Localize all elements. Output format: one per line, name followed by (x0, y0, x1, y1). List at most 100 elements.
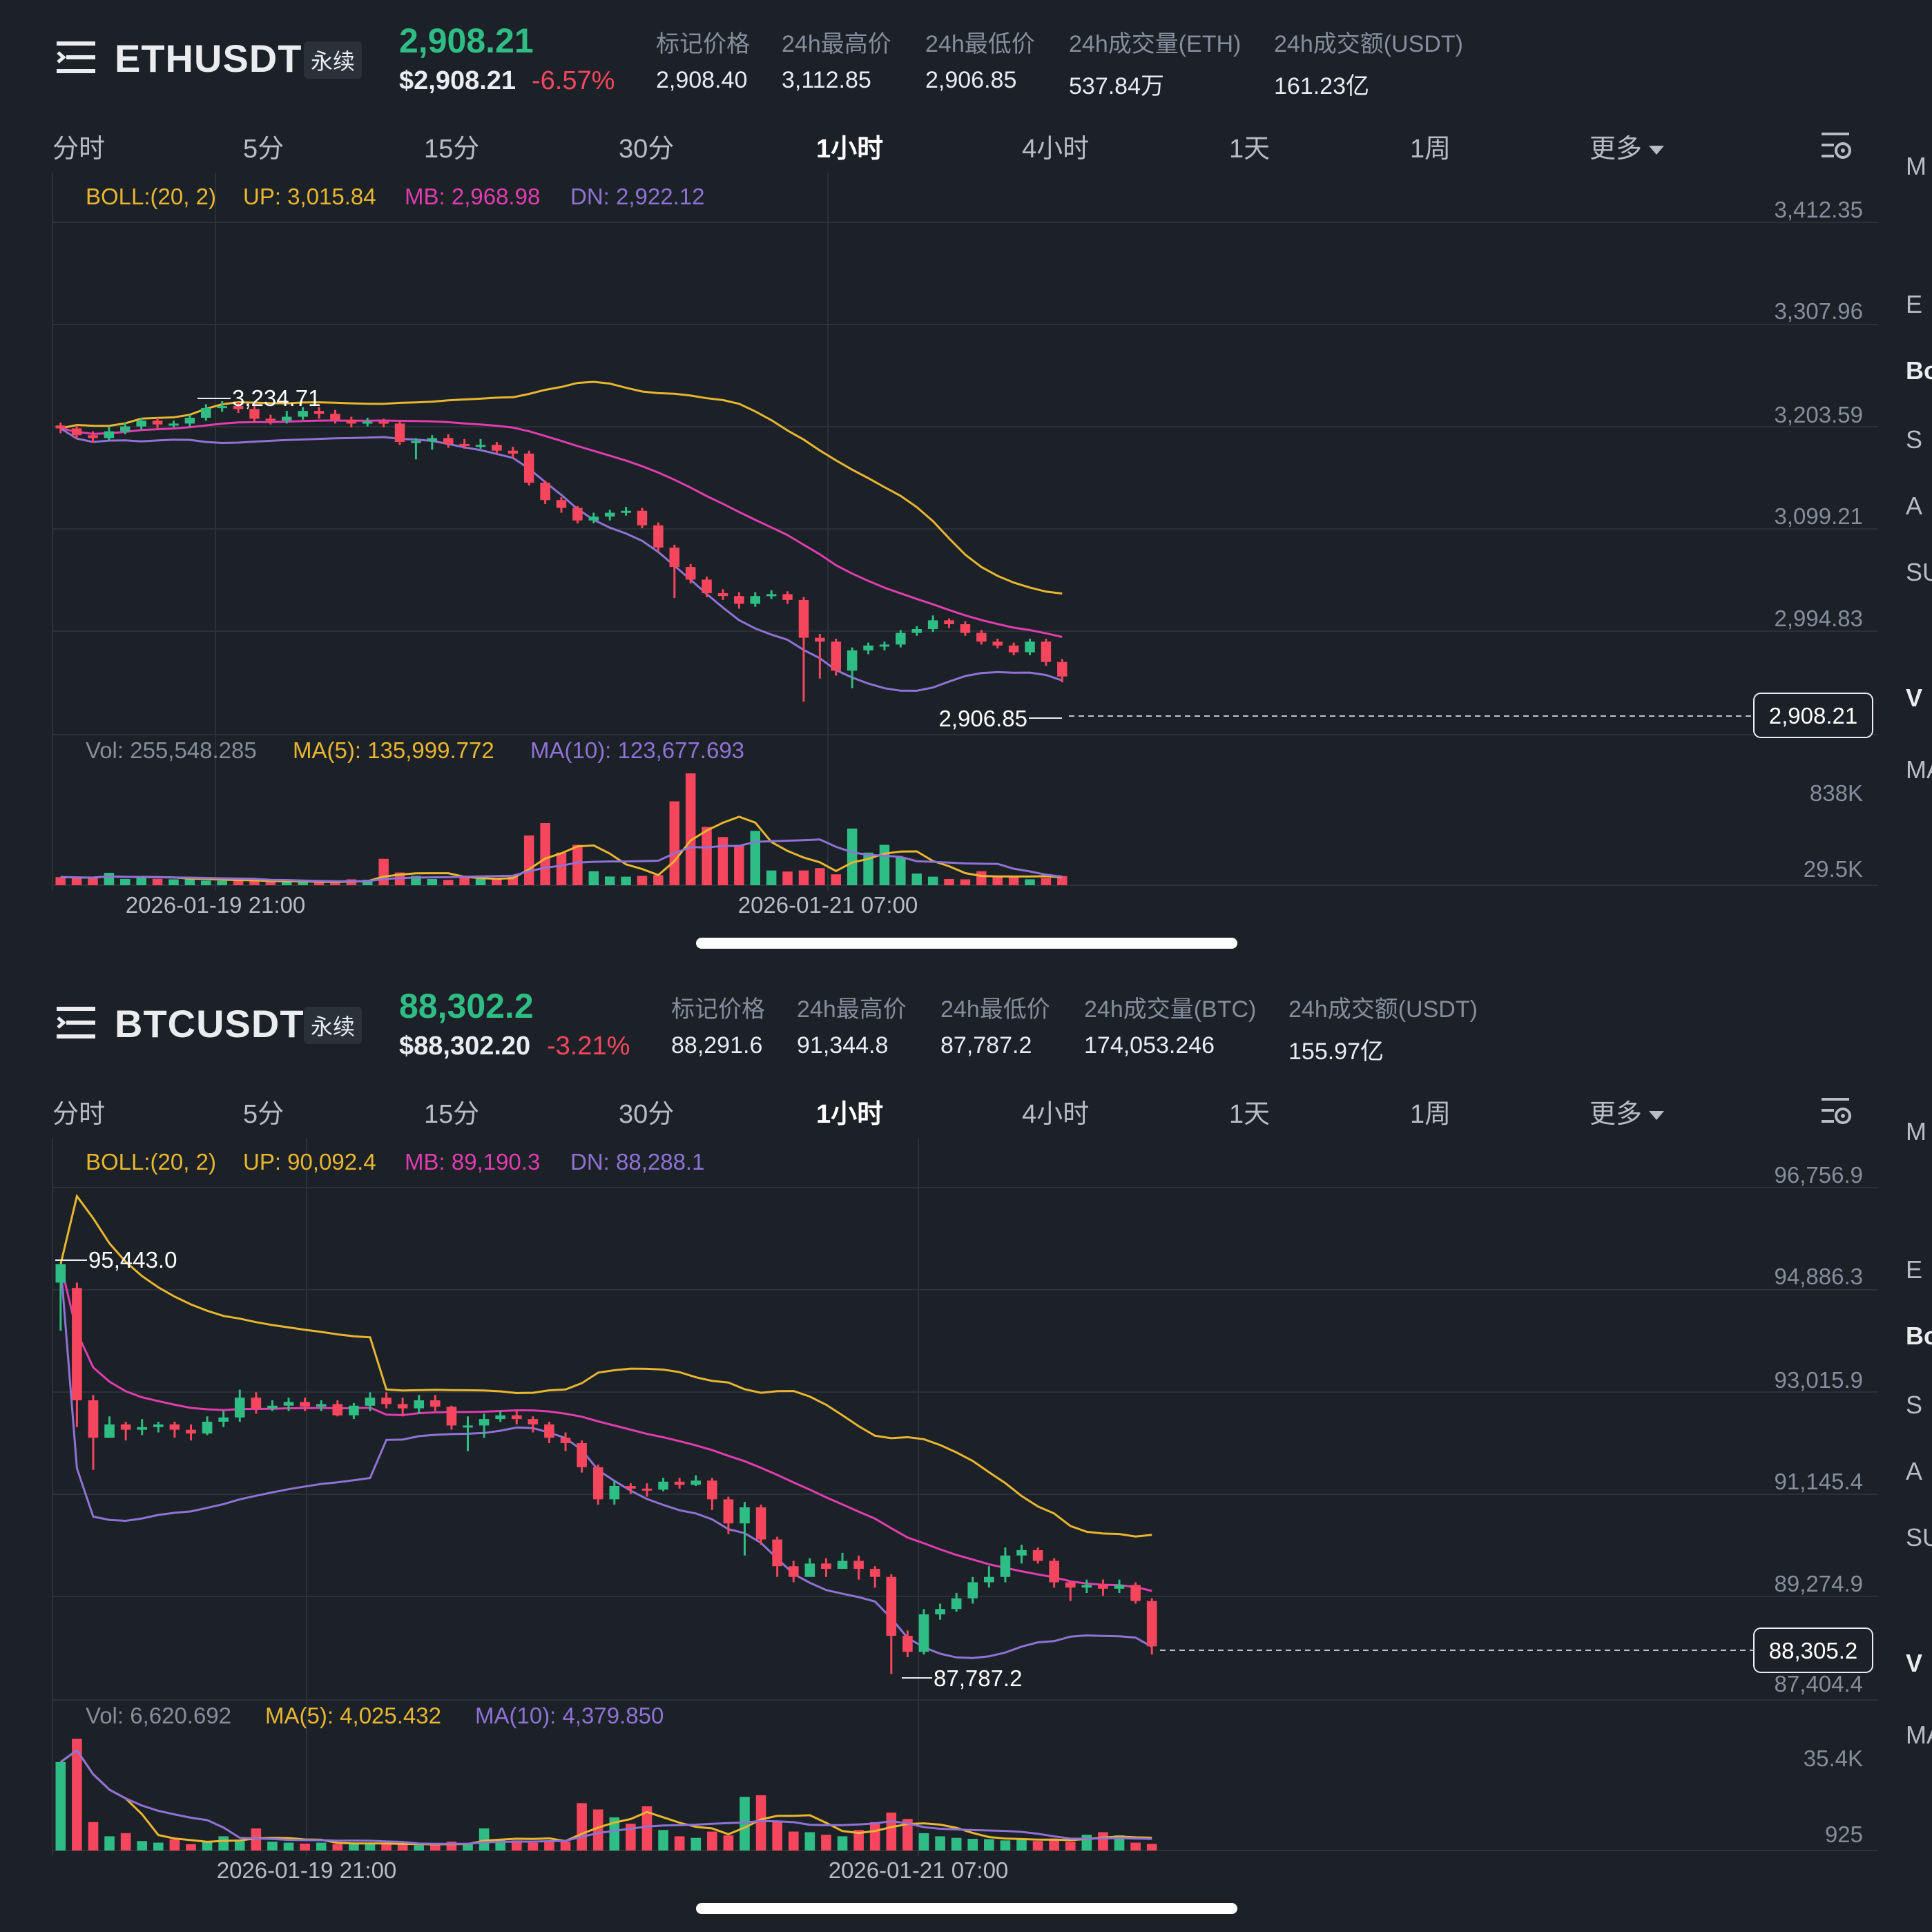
boll-lower-line (59, 1264, 1152, 1659)
volume-ma5-line (60, 815, 1063, 883)
volume-bar (55, 1761, 66, 1851)
candle-body (508, 450, 519, 454)
tab-more[interactable]: 更多 (1590, 1092, 1665, 1130)
tab-timeline[interactable]: 分时 (52, 1100, 106, 1129)
volume-bar (896, 857, 906, 885)
y-axis-label: 3,203.59 (1775, 402, 1863, 427)
side-panel-letter: MA (1906, 1721, 1932, 1749)
volume-bar (740, 1797, 750, 1851)
volume-bar (960, 879, 971, 885)
candle-body (298, 411, 308, 417)
volume-bar (427, 879, 438, 885)
tab-1d[interactable]: 1天 (1229, 135, 1271, 164)
candle-body (55, 1264, 66, 1283)
boll-middle-line (59, 1264, 1152, 1592)
interval-tabs: 分时 5分 15分 30分 1小时 4小时 1天 1周 更多 (0, 117, 1932, 173)
volume-label: Vol: 6,620.692 (86, 1703, 231, 1728)
candle-body (626, 1486, 636, 1489)
stat-label: 标记价格 (656, 31, 750, 57)
volume-ma10: MA(10): 123,677.693 (530, 737, 744, 763)
candle-body (1081, 1585, 1092, 1588)
x-axis-label: 2026-01-19 21:00 (217, 1857, 397, 1883)
tab-1d[interactable]: 1天 (1229, 1100, 1271, 1129)
change-percent: -3.21% (547, 1032, 630, 1061)
tab-5m[interactable]: 5分 (243, 135, 284, 164)
volume-bar (967, 1839, 978, 1851)
tab-4h[interactable]: 4小时 (1022, 1100, 1090, 1129)
candlestick-chart[interactable]: BOLL:(20, 2) UP: 90,092.4 MB: 89,190.3 D… (0, 965, 1932, 1931)
tab-30m[interactable]: 30分 (619, 135, 675, 164)
candle-body (267, 1405, 278, 1409)
candle-body (896, 632, 906, 645)
volume-bar (992, 876, 1003, 885)
candle-body (394, 423, 405, 443)
chart-settings-icon[interactable] (1819, 128, 1853, 163)
volume-axis-label: 35.4K (1804, 1746, 1863, 1771)
candle-body (479, 1419, 490, 1426)
candle-body (153, 1424, 164, 1427)
change-percent: -6.57% (532, 66, 615, 95)
tab-5m[interactable]: 5分 (243, 1100, 284, 1129)
volume-bar (626, 1824, 636, 1851)
side-panel-letter: V (1906, 684, 1923, 712)
tab-1h[interactable]: 1小时 (816, 135, 884, 164)
tab-30m[interactable]: 30分 (619, 1100, 675, 1129)
menu-icon[interactable] (57, 40, 99, 76)
candle-body (772, 1539, 782, 1567)
candle-body (427, 438, 438, 441)
candles (55, 1264, 1157, 1674)
volume-bar (918, 1833, 929, 1851)
candlestick-chart[interactable]: BOLL:(20, 2) UP: 3,015.84 MB: 2,968.98 D… (0, 0, 1932, 965)
side-panel-letter: E (1906, 290, 1923, 318)
menu-icon[interactable] (57, 1005, 99, 1041)
candle-body (365, 1398, 376, 1406)
side-panel-letter: A (1906, 1457, 1923, 1485)
tab-1w[interactable]: 1周 (1410, 135, 1451, 164)
candle-body (674, 1481, 685, 1485)
tab-more[interactable]: 更多 (1590, 127, 1665, 165)
candle-body (492, 445, 502, 451)
candle-body (55, 425, 66, 429)
volume-bar (137, 1841, 148, 1851)
current-price-tag-box (1753, 693, 1873, 738)
tab-4h[interactable]: 4小时 (1022, 135, 1090, 164)
tab-timeline[interactable]: 分时 (52, 135, 106, 164)
boll-up-value: UP: 3,015.84 (243, 184, 376, 209)
candle-body (378, 421, 389, 424)
tab-more-label: 更多 (1590, 1100, 1643, 1129)
candle-body (572, 508, 583, 521)
volume-bar (1032, 1841, 1043, 1851)
usd-price: $88,302.20 (399, 1032, 531, 1061)
candle-body (798, 599, 809, 638)
volume-bar (869, 1822, 880, 1851)
scroll-indicator (696, 938, 1237, 949)
candle-body (869, 1569, 880, 1577)
stat-value: 537.84万 (1069, 73, 1164, 99)
volume-bar (443, 880, 454, 885)
candle-body (556, 500, 567, 508)
last-price: 88,302.2 (399, 987, 534, 1025)
volume-bar (540, 823, 550, 885)
stat-label: 24h成交额(USDT) (1274, 31, 1463, 57)
tab-1h[interactable]: 1小时 (816, 1100, 884, 1129)
symbol-name[interactable]: BTCUSDT (115, 1002, 305, 1045)
volume-bar (560, 1842, 571, 1851)
tab-15m[interactable]: 15分 (424, 1100, 480, 1129)
candle-body (782, 594, 793, 600)
tab-1w[interactable]: 1周 (1410, 1100, 1451, 1129)
chart-settings-icon[interactable] (1819, 1094, 1853, 1128)
symbol-name[interactable]: ETHUSDT (115, 37, 302, 80)
volume-bar (641, 1806, 653, 1851)
volume-bar (72, 1739, 82, 1851)
tab-15m[interactable]: 15分 (424, 135, 480, 164)
candle-body (251, 1398, 262, 1409)
volume-bar (479, 1828, 490, 1851)
candle-body (1016, 1550, 1027, 1556)
volume-ma10-line (59, 1748, 1152, 1845)
candle-body (815, 637, 825, 642)
boll-middle-line (60, 419, 1063, 638)
volume-bar (298, 882, 308, 885)
volume-bar (362, 880, 373, 885)
candle-body (202, 1422, 213, 1434)
candle-body (217, 406, 227, 409)
